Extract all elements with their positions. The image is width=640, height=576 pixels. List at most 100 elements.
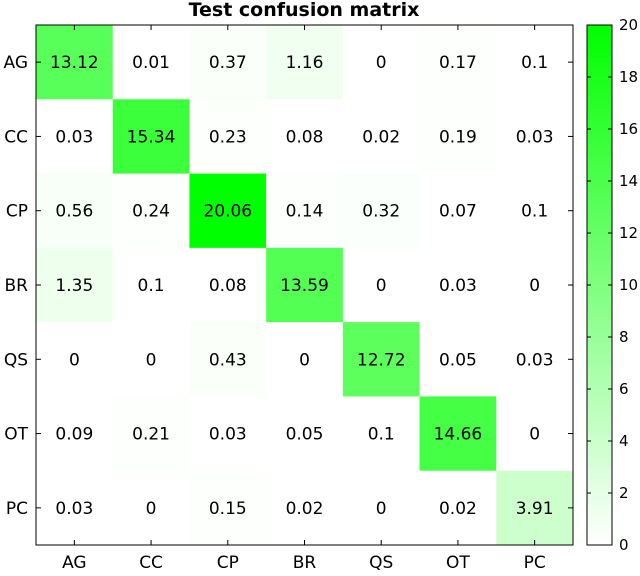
colorbar-segment (587, 519, 612, 525)
cell-ag-pc (496, 25, 574, 100)
colorbar-segment (587, 175, 612, 182)
cell-value-ag-ag: 13.12 (50, 53, 99, 73)
x-tick-label-br: BR (293, 553, 317, 572)
colorbar-segment (587, 170, 612, 177)
cell-value-ag-cp: 0.37 (209, 53, 247, 73)
colorbar-segment (587, 430, 612, 437)
colorbar-segment (587, 337, 612, 343)
colorbar-segment (587, 222, 612, 229)
colorbar-segment (587, 165, 612, 172)
cell-ot-qs (342, 396, 421, 472)
colorbar-tick-label: 14 (619, 172, 638, 190)
colorbar-tick-label: 0 (619, 536, 629, 554)
x-tick-label-cc: CC (139, 553, 163, 572)
y-tick-label-ag: AG (3, 53, 28, 73)
colorbar-segment (587, 35, 612, 42)
colorbar-segment (587, 342, 612, 348)
colorbar-segment (587, 451, 612, 458)
cell-ag-ag (36, 25, 114, 100)
cell-cp-qs (342, 173, 421, 249)
colorbar-segment (587, 352, 612, 359)
cell-value-cp-cp: 20.06 (203, 202, 252, 222)
colorbar-tick-label: 12 (619, 224, 638, 242)
colorbar-segment (587, 227, 612, 234)
cell-cp-ot (419, 173, 497, 249)
cell-ot-cc (112, 396, 190, 472)
colorbar-segment (587, 253, 612, 260)
cell-value-pc-ag: 0.03 (55, 499, 93, 519)
cell-value-cp-pc: 0.1 (521, 202, 548, 222)
colorbar-segment (587, 160, 612, 166)
colorbar-segment (587, 113, 612, 120)
cell-cc-pc (496, 99, 574, 175)
cell-value-cc-ag: 0.03 (55, 127, 93, 147)
colorbar-segment (587, 368, 612, 374)
cell-qs-cp (189, 322, 267, 397)
cell-value-cc-pc: 0.03 (516, 127, 554, 147)
cell-value-qs-pc: 0.03 (516, 350, 554, 370)
y-tick-label-br: BR (5, 276, 29, 296)
cell-value-cp-br: 0.14 (286, 202, 324, 222)
cell-pc-cp (189, 470, 267, 546)
cell-ot-pc (496, 396, 574, 472)
colorbar-segment (587, 477, 612, 484)
colorbar-tick-label: 2 (619, 484, 629, 502)
colorbar-segment (587, 399, 612, 406)
cell-value-ag-qs: 0 (376, 53, 387, 73)
cell-value-br-ot: 0.03 (439, 276, 477, 296)
colorbar-segment (587, 446, 612, 452)
cell-value-cc-cp: 0.23 (209, 127, 247, 147)
y-tick-label-cc: CC (4, 127, 28, 147)
cell-value-qs-ag: 0 (69, 350, 80, 370)
y-tick-label-qs: QS (4, 350, 28, 370)
colorbar-segment (587, 305, 612, 312)
cell-value-cc-cc: 15.34 (127, 127, 176, 147)
cell-value-br-ag: 1.35 (55, 276, 93, 296)
cell-qs-ag (36, 322, 114, 397)
cell-value-ot-cp: 0.03 (209, 425, 247, 445)
cell-value-ag-cc: 0.01 (132, 53, 170, 73)
cell-value-pc-pc: 3.91 (516, 499, 554, 519)
colorbar-tick-label: 16 (619, 120, 638, 138)
colorbar-segment (587, 40, 612, 47)
colorbar-segment (587, 493, 612, 499)
colorbar-segment (587, 61, 612, 68)
cell-ot-ot (419, 396, 497, 472)
colorbar-segment (587, 144, 612, 151)
y-tick-label-ot: OT (4, 425, 28, 445)
colorbar-segment (587, 269, 612, 276)
cell-value-cp-cc: 0.24 (132, 202, 170, 222)
colorbar-segment (587, 201, 612, 208)
colorbar-segment (587, 25, 612, 31)
colorbar-segment (587, 383, 612, 390)
colorbar-segment (587, 295, 612, 302)
colorbar-segment (587, 378, 612, 385)
cell-cc-qs (342, 99, 421, 175)
cell-value-pc-cc: 0 (146, 499, 157, 519)
colorbar-segment (587, 389, 612, 395)
colorbar-segment (587, 508, 612, 515)
cell-br-ot (419, 247, 497, 323)
colorbar-segment (587, 357, 612, 364)
colorbar-segment (587, 290, 612, 296)
cell-pc-pc (496, 470, 574, 546)
colorbar-segment (587, 139, 612, 146)
cell-cc-ot (419, 99, 497, 175)
colorbar-tick-label: 18 (619, 68, 638, 86)
cell-value-qs-br: 0 (299, 350, 310, 370)
cell-value-ot-ot: 14.66 (434, 425, 483, 445)
cell-ag-cc (112, 25, 190, 100)
colorbar-segment (587, 487, 612, 494)
cell-br-cp (189, 247, 267, 323)
cell-pc-qs (342, 470, 421, 546)
cell-pc-cc (112, 470, 190, 546)
colorbar-segment (587, 134, 612, 140)
colorbar-segment (587, 274, 612, 281)
cell-value-cp-qs: 0.32 (362, 202, 400, 222)
x-tick-label-pc: PC (524, 553, 546, 572)
cell-cc-cc (112, 99, 190, 175)
colorbar-segment (587, 248, 612, 255)
colorbar-segment (587, 363, 612, 369)
colorbar-tick-label: 20 (619, 16, 638, 34)
colorbar-segment (587, 30, 612, 36)
